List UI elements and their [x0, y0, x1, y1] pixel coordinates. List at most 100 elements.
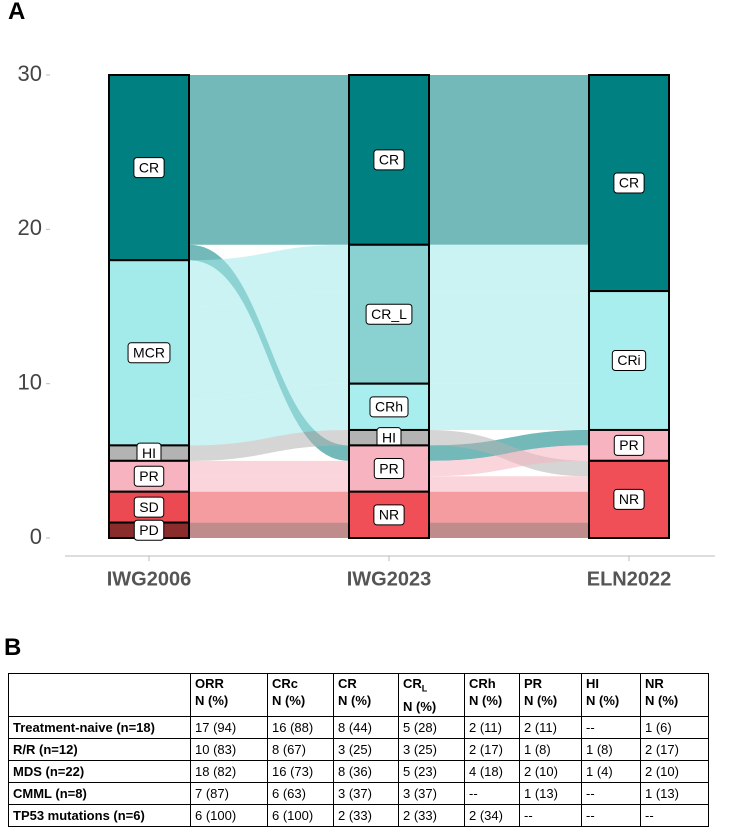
alluvium: [189, 460, 349, 477]
alluvium: [429, 445, 589, 477]
table-cell: 6 (63): [267, 781, 334, 805]
stratum-label-box: [613, 172, 645, 194]
ribbons: [189, 75, 589, 538]
table-cell: 6 (100): [190, 803, 268, 827]
alluvium: [429, 244, 589, 292]
column-name: CR: [338, 676, 357, 691]
table-cell: 2 (11): [464, 715, 520, 739]
table-cell: 7 (87): [190, 781, 268, 805]
alluvium: [429, 491, 589, 523]
header-cell: ORR N (%): [190, 673, 268, 717]
stratum-label-box: [373, 458, 405, 480]
alluvium: [429, 476, 589, 492]
table-cell: 2 (17): [640, 737, 709, 761]
column-unit: N (%): [469, 693, 503, 708]
column-name: HI: [586, 676, 599, 691]
table-cell: --: [519, 803, 582, 827]
stratum-label: NR: [619, 491, 639, 507]
chart: 0 10 20 30 CR MCR HI PR SD PD IWG2006 CR CR_L CRh HI PR…: [18, 61, 715, 590]
stratum-label-box: [133, 465, 165, 487]
y-tick-label: 20: [18, 215, 42, 240]
y-tick-label: 0: [30, 524, 42, 549]
table-cell: 1 (13): [640, 781, 709, 805]
table-cell: 5 (23): [398, 759, 465, 783]
stratum-label-box: [369, 396, 409, 418]
column-unit: N (%): [338, 693, 372, 708]
stratum-label-box: [133, 496, 165, 518]
x-tick-label: IWG2023: [347, 568, 431, 590]
column-unit: N (%): [195, 693, 229, 708]
table-cell: --: [640, 803, 709, 827]
y-tick-label: 10: [18, 369, 42, 394]
row-label: R/R (n=12): [8, 737, 191, 761]
table-cell: 6 (100): [267, 803, 334, 827]
header-cell: CR N (%): [333, 673, 399, 717]
table-cell: 18 (82): [190, 759, 268, 783]
table-cell: 3 (37): [333, 781, 399, 805]
table-cell: --: [581, 781, 641, 805]
table-cell: 5 (28): [398, 715, 465, 739]
stratum-label: HI: [142, 445, 156, 461]
panel-label: A: [8, 0, 26, 25]
stratum-label: HI: [382, 429, 396, 445]
table-cell: 1 (6): [640, 715, 709, 739]
table-cell: 1 (8): [581, 737, 641, 761]
stratum: [588, 459, 670, 540]
stratum-label-box: [611, 350, 647, 372]
alluvium: [189, 429, 349, 461]
header-cell: PR N (%): [519, 673, 582, 717]
header-cell: CRc N (%): [267, 673, 334, 717]
x-tick-label: ELN2022: [587, 568, 672, 590]
table-body: Treatment-naive (n=18) 17 (94) 16 (88) 8 (4…: [8, 715, 709, 827]
stratum-label: SD: [139, 499, 158, 515]
alluvium: [189, 291, 349, 400]
stratum-label: PR: [379, 460, 398, 476]
table-cell: 8 (67): [267, 737, 334, 761]
stratum-label-box: [133, 519, 165, 541]
header-cell: NR N (%): [640, 673, 709, 717]
table-cell: 2 (10): [519, 759, 582, 783]
alluvium: [429, 291, 589, 384]
column-unit: N (%): [524, 693, 558, 708]
stratum-label: CRh: [375, 399, 403, 415]
table-cell: 2 (34): [464, 803, 520, 827]
table-cell: --: [464, 781, 520, 805]
table-cell: 2 (33): [398, 803, 465, 827]
y-tick-label: 30: [18, 61, 42, 86]
stratum-label: PR: [619, 437, 638, 453]
stratum-label: MCR: [133, 345, 165, 361]
column-name: NR: [645, 676, 664, 691]
table-cell: 10 (83): [190, 737, 268, 761]
table-cell: 2 (11): [519, 715, 582, 739]
stratum-label-box: [133, 157, 165, 179]
column-name: CR: [403, 676, 422, 691]
stratum-label: CR: [379, 152, 399, 168]
alluvium: [189, 383, 349, 446]
table-cell: 16 (88): [267, 715, 334, 739]
alluvium: [189, 476, 349, 492]
stratum-label: NR: [379, 507, 399, 523]
x-tick-label: IWG2006: [107, 568, 191, 590]
table-cell: --: [581, 803, 641, 827]
stratum-label: CR: [139, 159, 159, 175]
alluvium: [429, 75, 589, 245]
header-cell: HI N (%): [581, 673, 641, 717]
table-row: TP53 mutations (n=6) 6 (100) 6 (100) 2 (33)…: [8, 803, 709, 827]
stratum: [348, 444, 430, 493]
table-cell: 3 (25): [333, 737, 399, 761]
alluvium: [189, 244, 349, 307]
stratum-label-box: [613, 488, 645, 510]
table-cell: 1 (8): [519, 737, 582, 761]
stratum-label: PD: [139, 522, 158, 538]
header-row: ORR N (%) CRc N (%) CR N (%) CRL N (%) CRh N (%) P…: [8, 673, 709, 717]
row-label: MDS (n=22): [8, 759, 191, 783]
stratum-label: CR_L: [371, 306, 407, 322]
stratum-label-box: [373, 149, 405, 171]
panel-label: B: [4, 634, 22, 661]
row-label: Treatment-naive (n=18): [8, 715, 191, 739]
row-label: TP53 mutations (n=6): [8, 803, 191, 827]
column-name: PR: [524, 676, 543, 691]
stratum-label-box: [373, 504, 405, 526]
table-head: ORR N (%) CRc N (%) CR N (%) CRL N (%) CRh N (%) P…: [8, 673, 709, 717]
